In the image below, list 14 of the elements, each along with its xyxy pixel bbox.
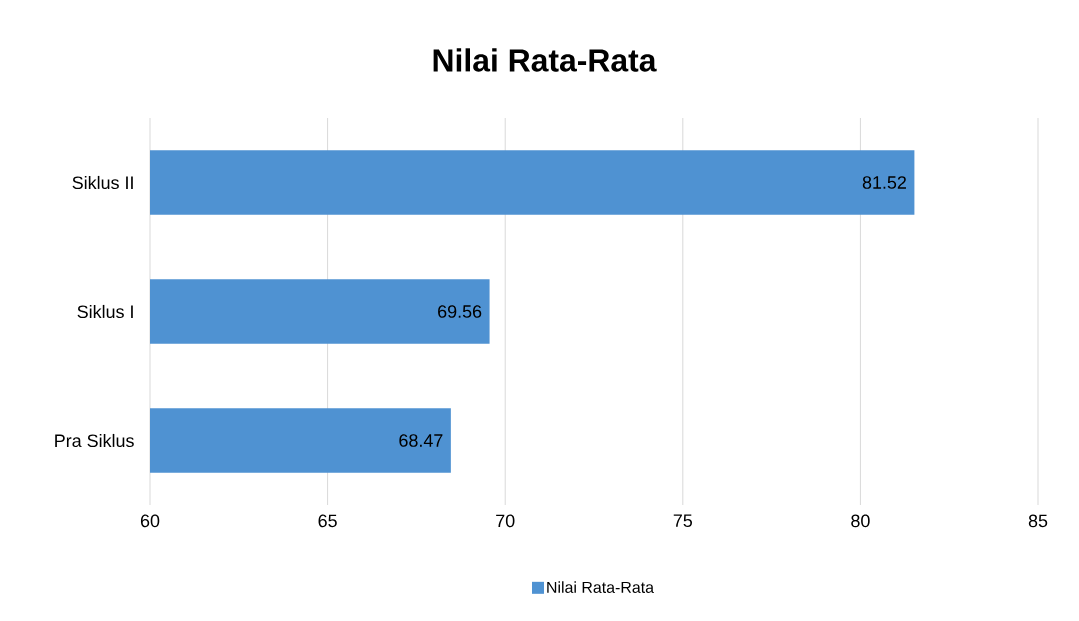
legend-label: Nilai Rata-Rata — [547, 581, 654, 594]
x-tick-label: 60 — [140, 514, 160, 528]
x-tick-label: 85 — [1028, 514, 1048, 528]
x-tick-label: 70 — [496, 514, 515, 528]
x-tick-label: 75 — [673, 514, 693, 528]
chart-title: Nilai Rata-Rata — [433, 48, 657, 72]
x-tick-label: 65 — [318, 514, 337, 528]
data-label: 69.56 — [438, 305, 482, 318]
y-tick-label: Siklus II — [72, 175, 133, 190]
data-label: 81.52 — [862, 176, 906, 189]
x-tick-label: 80 — [851, 514, 870, 528]
y-tick-label: Pra Siklus — [55, 433, 134, 448]
y-tick-label: Siklus I — [77, 304, 133, 319]
data-label: 68.47 — [399, 434, 443, 447]
